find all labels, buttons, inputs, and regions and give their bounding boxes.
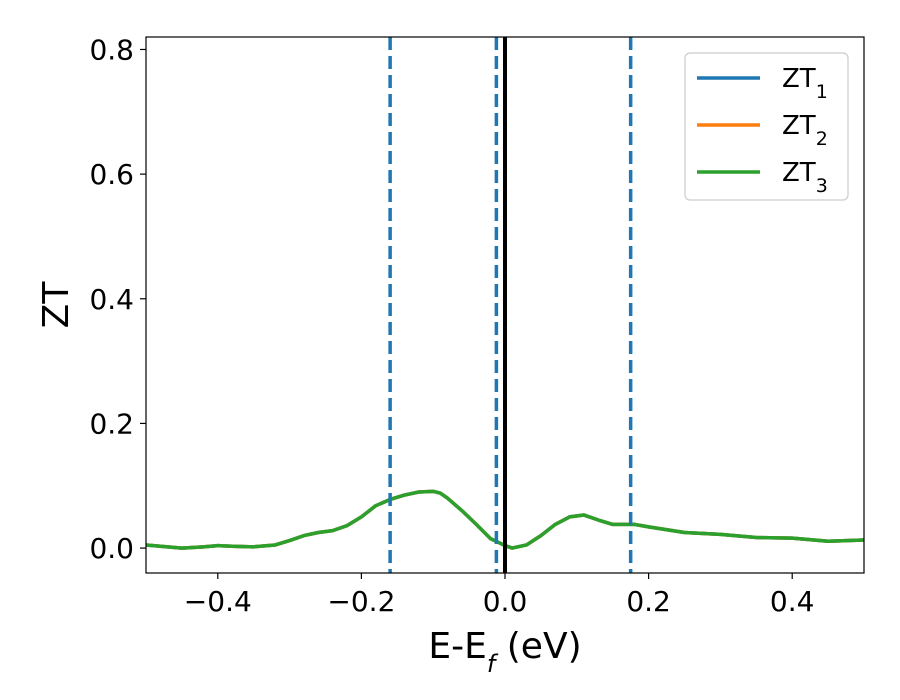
y-tick-label: 0.8 [89, 33, 134, 66]
y-axis-label: ZT [36, 281, 77, 329]
legend-label-3: ZT3 [782, 158, 828, 197]
legend-label-1: ZT1 [782, 64, 828, 103]
x-tick-label: 0.2 [626, 585, 671, 618]
series-line-3 [146, 489, 864, 550]
y-tick-label: 0.0 [89, 532, 134, 565]
y-tick-label: 0.2 [89, 407, 134, 440]
x-tick-label: −0.2 [327, 585, 395, 618]
legend-label-2: ZT2 [782, 111, 828, 150]
y-tick-label: 0.6 [89, 158, 134, 191]
y-tick-label: 0.4 [89, 283, 134, 316]
axes: −0.4 −0.2 0.0 0.2 0.4 0.0 0.2 0.4 0.6 0.8 E-Ef (eV… [36, 33, 865, 678]
x-tick-label: 0.0 [483, 585, 528, 618]
x-tick-label: 0.4 [770, 585, 815, 618]
legend: ZT1 ZT2 ZT3 [684, 52, 849, 201]
x-axis-label: E-Ef (eV) [428, 626, 581, 678]
x-tick-label: −0.4 [184, 585, 252, 618]
plot-area [146, 37, 864, 573]
legend-box [684, 52, 849, 201]
